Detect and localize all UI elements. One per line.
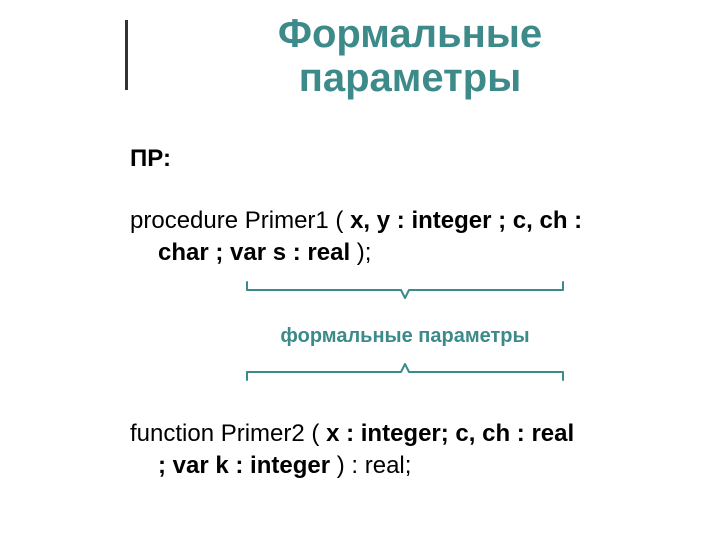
formal-params-label: формальные параметры [245,325,565,348]
vertical-rule [125,20,128,90]
brace-bottom [245,362,565,382]
example-label: ПР: [130,145,171,173]
brace-top [245,280,565,300]
title-line-2: параметры [299,56,522,100]
procedure-declaration: procedure Primer1 ( x, y : integer ; c, … [130,205,670,270]
function-declaration: function Primer2 ( x : integer; c, ch : … [130,418,670,483]
slide-title: Формальные параметры [140,12,680,100]
slide: Формальные параметры ПР: procedure Prime… [0,0,720,540]
title-line-1: Формальные [278,12,542,56]
